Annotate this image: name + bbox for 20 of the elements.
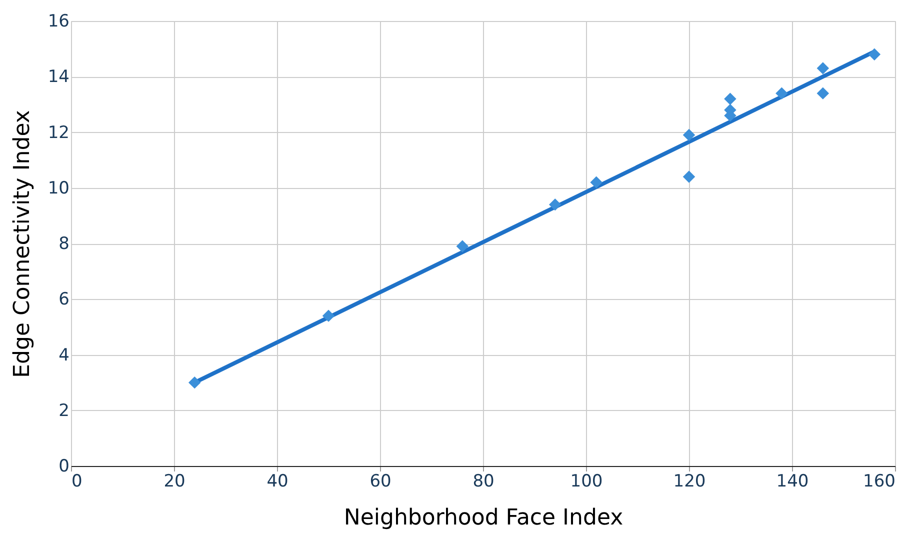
x-tick-label: 140 xyxy=(776,472,809,492)
x-tick-label: 60 xyxy=(370,472,392,492)
y-tick-label: 8 xyxy=(58,234,70,254)
y-tick-label: 6 xyxy=(58,290,70,310)
y-tick-label: 16 xyxy=(48,12,70,32)
x-tick-label: 100 xyxy=(570,472,603,492)
y-tick-label: 4 xyxy=(58,345,70,366)
y-axis-title: Edge Connectivity Index xyxy=(10,110,35,378)
x-tick-label: 80 xyxy=(472,472,494,492)
x-tick-label: 40 xyxy=(266,472,288,492)
y-tick-label: 10 xyxy=(48,178,70,198)
x-tick-label: 160 xyxy=(863,472,896,492)
x-tick-label: 20 xyxy=(164,472,186,492)
x-tick-label: 0 xyxy=(72,472,82,492)
y-tick-label: 12 xyxy=(48,122,70,143)
y-tick-label: 0 xyxy=(58,456,70,476)
y-tick-label: 14 xyxy=(48,67,70,88)
y-tick-label: 2 xyxy=(58,400,70,421)
x-tick-label: 120 xyxy=(673,472,706,492)
x-axis-title: Neighborhood Face Index xyxy=(344,506,624,530)
